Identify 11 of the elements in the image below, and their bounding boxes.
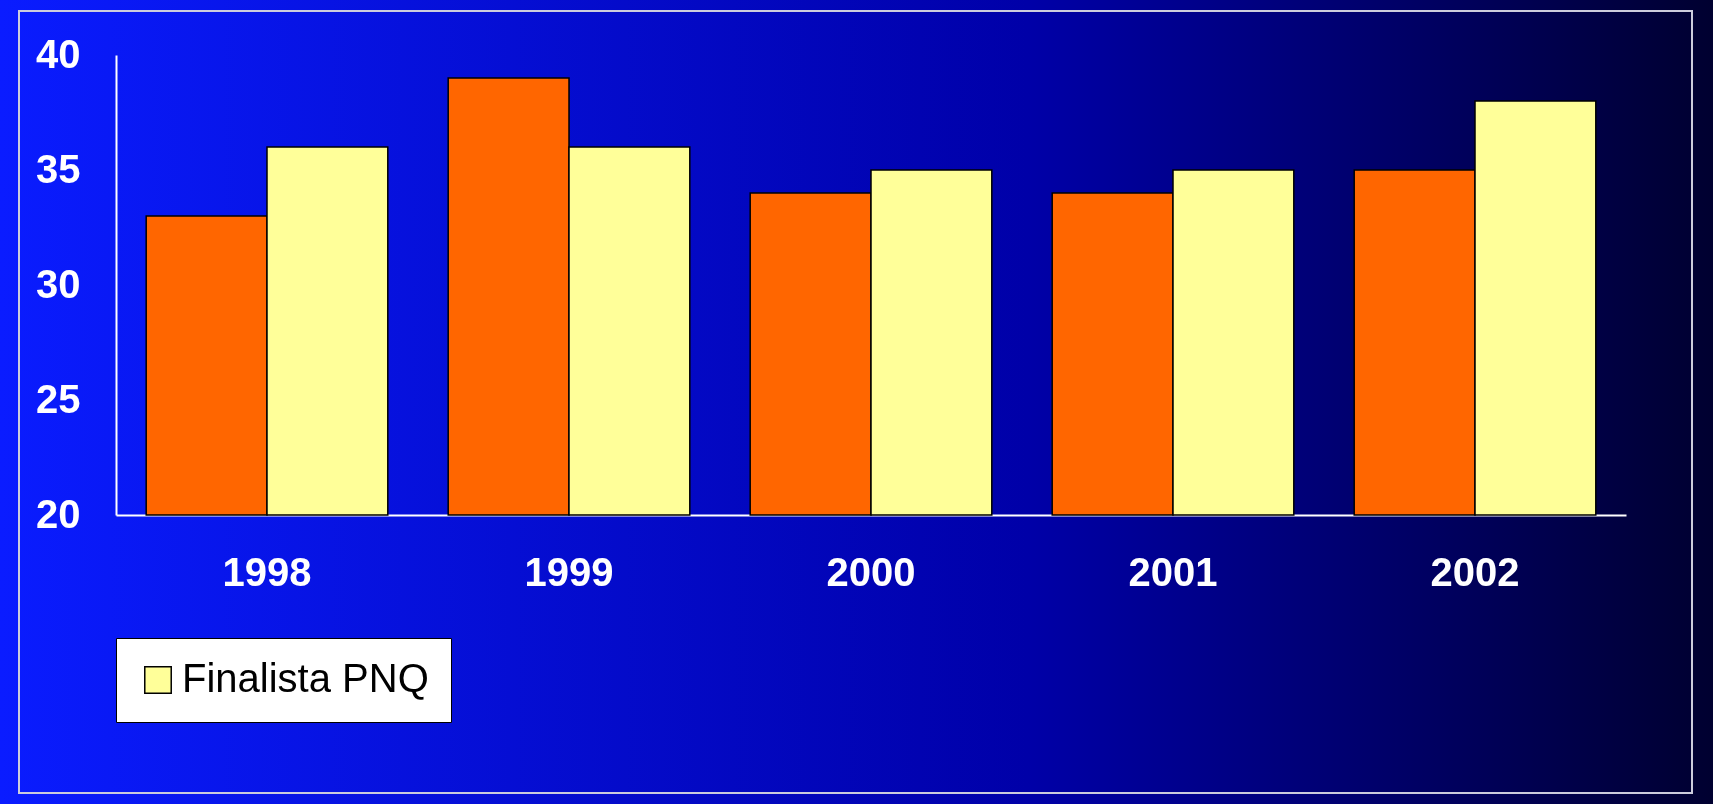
y-tick-label: 25 — [36, 376, 81, 421]
y-tick-label: 30 — [36, 261, 81, 306]
legend-label: Finalista PNQ — [182, 656, 429, 700]
y-tick-label: 40 — [36, 31, 81, 76]
x-tick-label: 1998 — [222, 549, 312, 594]
y-tick-label: 20 — [36, 491, 81, 536]
x-tick-label: 2001 — [1128, 549, 1218, 594]
x-tick-label: 2000 — [826, 549, 916, 594]
x-tick-label: 1999 — [524, 549, 614, 594]
y-tick-label: 35 — [36, 146, 81, 191]
x-tick-label: 2002 — [1430, 549, 1520, 594]
